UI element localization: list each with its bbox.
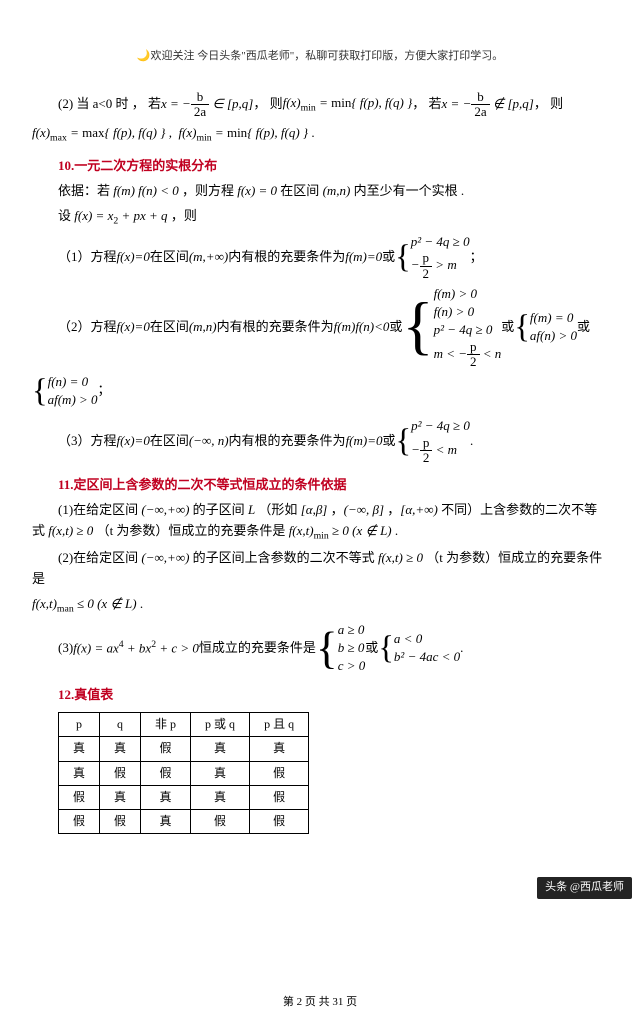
eq-x-in: x = −b2a ∈ [p,q] xyxy=(161,90,253,120)
s10-case1: （1）方程 f(x)=0 在区间 (m,+∞) 内有根的充要条件为 f(m)=0… xyxy=(32,233,608,281)
para-9-3: f(x)max = max{ f(p), f(q) } , f(x)min = … xyxy=(32,123,608,146)
s10-line1: 依据：若 f(m) f(n) < 0 ，则方程 f(x) = 0 在区间 (m,… xyxy=(32,181,608,202)
s11-p1: (1)在给定区间 (−∞,+∞) 的子区间 L （形如 [α,β] ，(−∞, … xyxy=(32,500,608,544)
truth-table: pq非 pp 或 qp 且 q 真真假真真真假假真假假真真真假假假真假假 xyxy=(58,712,309,834)
s10-line2: 设 f(x) = x2 + px + q ，则 xyxy=(32,206,608,229)
section-12-title: 12.真值表 xyxy=(58,685,608,706)
section-10-title: 10.一元二次方程的实根分布 xyxy=(58,156,608,177)
para-9-2: (2) 当 a<0 时 ， 若 x = −b2a ∈ [p,q] ， 则 f(x… xyxy=(32,90,608,120)
s10-case2: （2）方程 f(x)=0 在区间 (m,n) 内有根的充要条件为 f(m)f(n… xyxy=(32,285,608,369)
watermark: 头条 @西瓜老师 xyxy=(537,877,632,899)
s11-p2: (2)在给定区间 (−∞,+∞) 的子区间上含参数的二次不等式 f(x,t) ≥… xyxy=(32,548,608,590)
eq-x-notin: x = −b2a ∉ [p,q] xyxy=(442,90,534,120)
s11-p2b: f(x,t)man ≤ 0 (x ∉ L) . xyxy=(32,594,608,617)
s11-p3: (3) f(x) = ax4 + bx2 + c > 0 恒成立的充要条件是 {… xyxy=(32,621,608,676)
page-footer: 第 2 页 共 31 页 xyxy=(32,994,608,1012)
s10-case3: （3）方程 f(x)=0 在区间 (−∞, n) 内有根的充要条件为 f(m)=… xyxy=(32,417,608,465)
page-header: 🌙欢迎关注 今日头条"西瓜老师"，私聊可获取打印版，方便大家打印学习。 xyxy=(32,48,608,66)
section-11-title: 11.定区间上含参数的二次不等式恒成立的条件依据 xyxy=(58,475,608,496)
eq-fmin1: f(x)min = min{ f(p), f(q) } xyxy=(283,93,413,116)
s10-case2-tail: { f(n) = 0 af(m) > 0 ； xyxy=(32,373,608,409)
